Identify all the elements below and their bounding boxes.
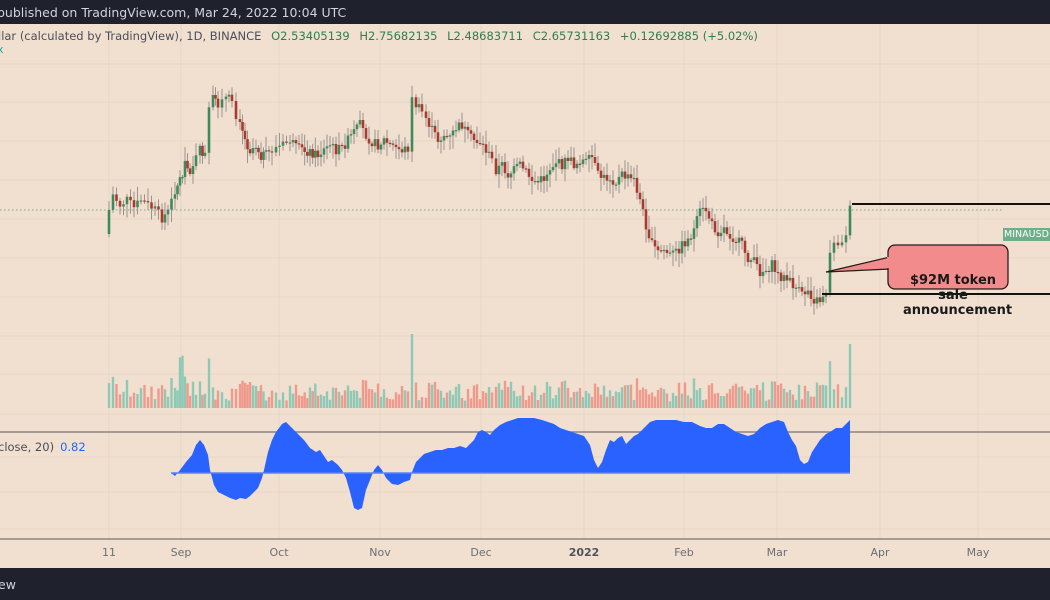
bottom-bar: ew	[0, 568, 1050, 600]
callout-line-2: announcement	[903, 303, 1013, 318]
price-tag: MINAUSD	[1003, 228, 1050, 241]
close-legend-icon[interactable]: x	[0, 43, 4, 56]
time-axis-label: May	[966, 546, 990, 559]
published-text: published on TradingView.com, Mar 24, 20…	[0, 5, 347, 20]
time-axis-label: Apr	[870, 546, 890, 559]
time-axis-label: 11	[102, 546, 116, 559]
top-bar: published on TradingView.com, Mar 24, 20…	[0, 0, 1050, 24]
callout-line-1: $92M token sale	[909, 273, 997, 303]
time-axis-label: Feb	[674, 546, 694, 559]
time-axis-label: 2022	[568, 546, 600, 559]
candlesticks	[107, 85, 852, 315]
symbol-legend: llar (calculated by TradingView), 1D, BI…	[0, 29, 758, 43]
chart-canvas[interactable]	[0, 24, 1050, 568]
time-axis-label: Mar	[766, 546, 788, 559]
annotation-overlay	[822, 203, 1050, 295]
time-axis-label: Nov	[369, 546, 391, 559]
grid-lines	[0, 24, 1050, 540]
time-axis-label: Oct	[269, 546, 289, 559]
change-value: +0.12692885 (+5.02%)	[619, 29, 758, 43]
indicator-value: 0.82	[60, 440, 86, 454]
close-value: C2.65731163	[532, 29, 611, 43]
indicator-label: close, 20)	[0, 440, 55, 454]
brand-text: ew	[0, 577, 16, 592]
volume-bars	[107, 334, 852, 408]
indicator-legend: close, 20) 0.82	[0, 440, 86, 454]
open-value: O2.53405139	[271, 29, 350, 43]
high-value: H2.75682135	[359, 29, 438, 43]
low-value: L2.48683711	[447, 29, 524, 43]
symbol-description: llar (calculated by TradingView), 1D, BI…	[0, 29, 262, 43]
chart-area[interactable]: llar (calculated by TradingView), 1D, BI…	[0, 24, 1050, 568]
time-axis-label: Dec	[470, 546, 492, 559]
annotation-callout: $92M token sale announcement	[903, 273, 1013, 318]
time-axis-label: Sep	[170, 546, 192, 559]
indicator-area	[171, 418, 850, 510]
